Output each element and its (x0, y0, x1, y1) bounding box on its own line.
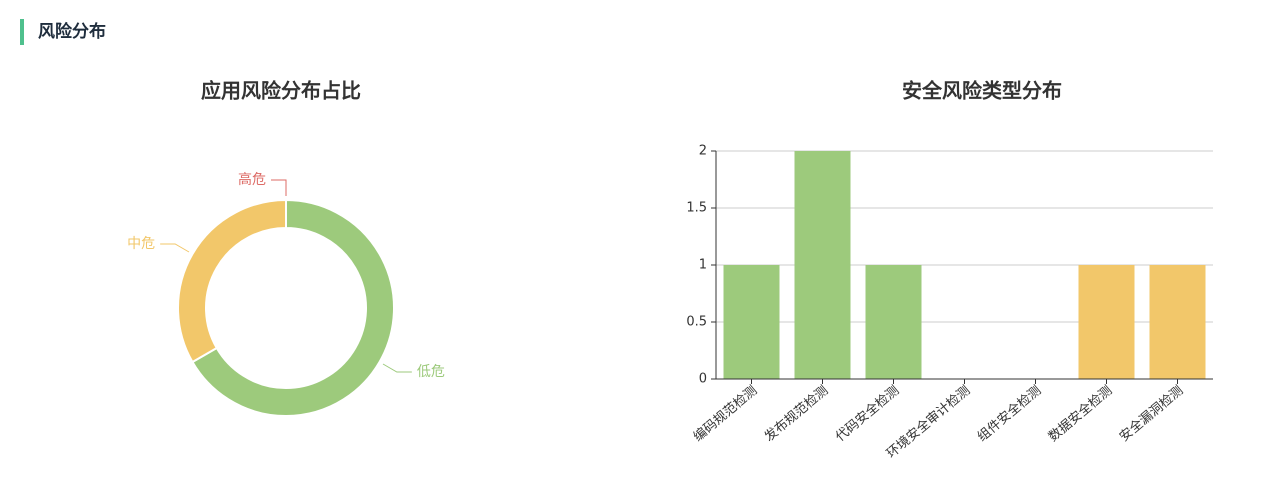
bar (1078, 265, 1135, 379)
slice-label: 中危 (127, 236, 155, 252)
header-accent (20, 19, 24, 45)
x-tick-label: 组件安全检测 (974, 382, 1044, 444)
chart-title: 安全风险类型分布 (902, 79, 1062, 103)
pie-slice (177, 198, 287, 364)
y-tick-label: 0 (699, 372, 707, 387)
x-tick-label: 编码规范检测 (691, 383, 760, 445)
bar (865, 265, 922, 379)
x-tick-label: 数据安全检测 (1045, 382, 1115, 444)
y-tick-label: 1.5 (686, 201, 707, 216)
bar (723, 265, 780, 379)
x-tick-label: 发布规范检测 (761, 382, 831, 444)
bar (1149, 265, 1206, 379)
y-tick-label: 0.5 (686, 315, 707, 330)
x-tick-label: 安全漏洞检测 (1116, 382, 1186, 444)
label-line (160, 243, 190, 253)
x-tick-label: 代码安全检测 (832, 382, 902, 444)
pie-slice (191, 198, 395, 417)
label-line (382, 363, 412, 373)
slice-label: 低危 (417, 364, 445, 380)
label-line (271, 179, 287, 196)
y-tick-label: 2 (699, 144, 707, 159)
bar (794, 151, 851, 379)
y-tick-label: 1 (699, 258, 707, 273)
slice-label: 高危 (238, 171, 266, 188)
section-title: 风险分布 (38, 21, 106, 42)
chart-title: 应用风险分布占比 (201, 79, 361, 103)
